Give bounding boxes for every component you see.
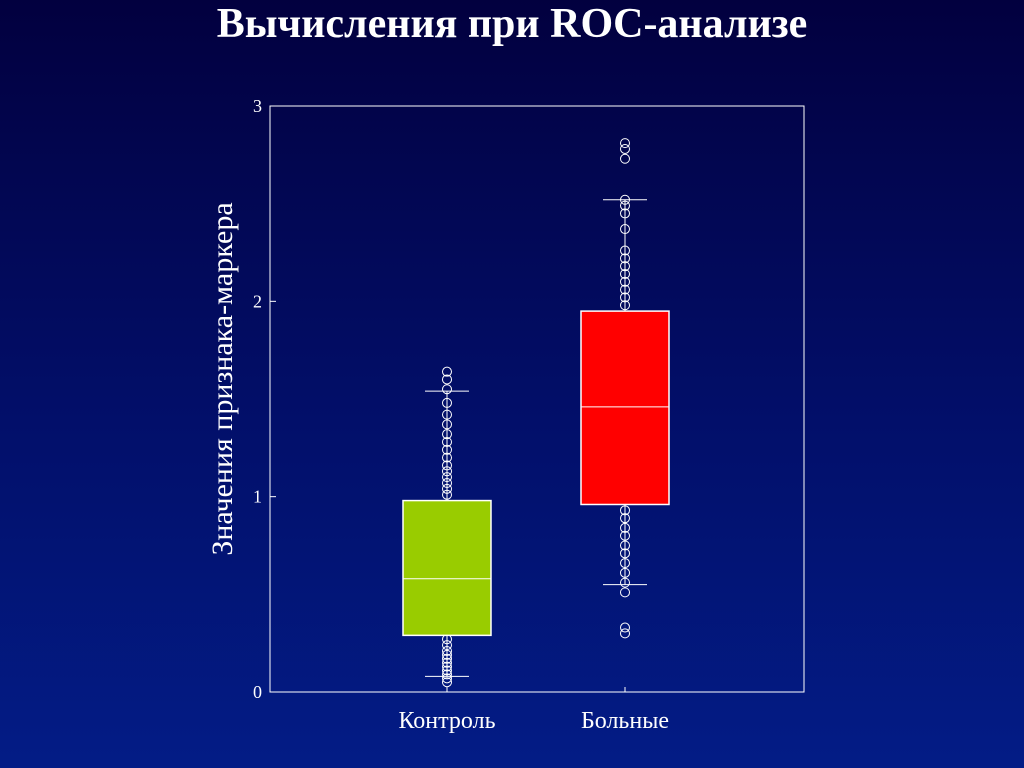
data-point (620, 200, 630, 211)
data-point (442, 677, 452, 688)
y-tick-label: 1 (253, 487, 262, 507)
y-tick-label: 2 (253, 291, 262, 311)
data-point (442, 419, 452, 430)
data-point (620, 276, 630, 287)
data-point (620, 522, 630, 533)
box-iqr (402, 499, 492, 637)
data-point (442, 397, 452, 408)
data-point (442, 640, 452, 651)
data-point (620, 513, 630, 524)
data-point (620, 268, 630, 279)
box-group (402, 366, 492, 688)
data-point (620, 284, 630, 295)
data-point (442, 374, 452, 385)
data-point (442, 384, 452, 395)
boxes (402, 138, 670, 688)
data-point (620, 540, 630, 551)
plot-frame (269, 105, 805, 693)
data-point (620, 505, 630, 516)
data-point (442, 466, 452, 477)
data-point (620, 138, 630, 149)
data-point (620, 577, 630, 588)
data-point (620, 558, 630, 569)
data-point (620, 153, 630, 164)
data-point (620, 224, 630, 235)
box-iqr (580, 310, 670, 506)
slide-title: Вычисления при ROC-анализе (216, 1, 808, 47)
x-category-label: Больные (581, 708, 669, 734)
data-point (620, 292, 630, 303)
data-point (620, 208, 630, 219)
data-point (442, 436, 452, 447)
data-point (442, 649, 452, 660)
data-point (442, 657, 452, 668)
data-point (620, 548, 630, 559)
data-point (442, 452, 452, 463)
y-tick-label: 0 (253, 682, 262, 702)
data-point (620, 622, 630, 633)
data-point (442, 460, 452, 471)
data-point (620, 245, 630, 256)
data-point (620, 253, 630, 264)
data-point (442, 477, 452, 488)
box-group (580, 138, 670, 639)
y-axis-label: Значения признака-маркера (206, 202, 239, 555)
x-axis: Контроль Больные (398, 687, 669, 734)
data-point (620, 567, 630, 578)
data-point (442, 661, 452, 672)
y-tick-label: 3 (253, 96, 262, 116)
data-point (442, 489, 452, 500)
x-category-label: Контроль (398, 708, 495, 734)
data-point (442, 653, 452, 664)
data-point (442, 673, 452, 684)
data-point (442, 669, 452, 680)
data-point (442, 472, 452, 483)
data-point (442, 444, 452, 455)
data-point (442, 429, 452, 440)
data-point (442, 645, 452, 656)
data-point (620, 143, 630, 154)
data-point (620, 587, 630, 598)
y-axis: 0 1 2 3 (253, 96, 276, 702)
data-point (442, 409, 452, 420)
data-point (620, 530, 630, 541)
data-point (620, 261, 630, 272)
data-point (442, 483, 452, 494)
data-point (620, 300, 630, 311)
data-point (442, 366, 452, 377)
data-point (620, 628, 630, 639)
data-point (442, 665, 452, 676)
